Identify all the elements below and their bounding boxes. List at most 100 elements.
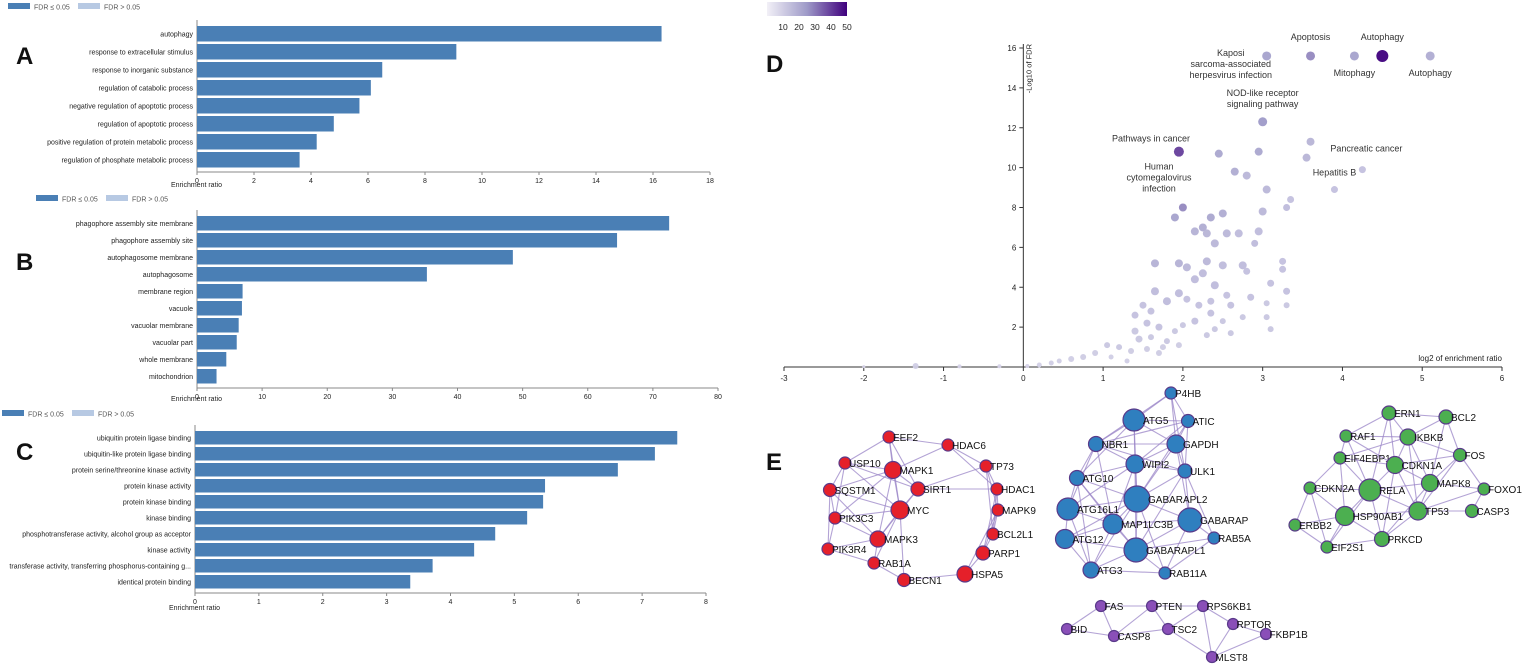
y-axis-label: -Log10 of FDR (1024, 43, 1033, 93)
network-node (1123, 537, 1149, 563)
y-tick-label: 8 (1012, 204, 1017, 213)
network-node-label: HDAC6 (952, 441, 986, 452)
network-node (1177, 463, 1193, 479)
legend-label-nonsig: FDR > 0.05 (104, 5, 140, 12)
network-edge (827, 548, 875, 564)
network-node (1438, 409, 1454, 425)
data-point (1147, 334, 1154, 341)
bar (195, 527, 496, 541)
y-tick-label: 14 (1007, 84, 1016, 93)
x-tick-label: 5 (512, 599, 516, 606)
data-point (1068, 356, 1075, 363)
network-node (1164, 386, 1178, 400)
data-point (1219, 318, 1226, 325)
network-node-label: ATG5 (1143, 416, 1169, 427)
category-label: regulation of phosphate metabolic proces… (61, 157, 193, 164)
network-node-label: MAPK8 (1437, 479, 1471, 490)
data-point (1150, 287, 1159, 296)
network-node (1087, 435, 1105, 453)
data-point (1254, 227, 1263, 236)
network-edge (1184, 420, 1189, 472)
network-node (1056, 497, 1080, 521)
network-edge (947, 444, 998, 490)
category-label: autophagosome (143, 272, 193, 279)
network-node (1399, 428, 1417, 446)
point-annotation: Hepatitis B (1313, 168, 1357, 178)
network-edge (1076, 477, 1092, 571)
network-node-label: HDAC1 (1001, 485, 1035, 496)
network-node (1123, 485, 1151, 513)
network-edge (829, 489, 901, 511)
x-tick-label: 4 (449, 599, 453, 606)
network-node (1177, 507, 1203, 533)
x-tick-label: 10 (478, 178, 486, 185)
x-tick-label: 6 (1500, 374, 1505, 383)
x-tick-label: 12 (535, 178, 543, 185)
y-tick-label: 10 (1007, 164, 1016, 173)
network-node (1320, 540, 1334, 554)
data-point (1163, 338, 1170, 345)
network-edge (1095, 420, 1189, 445)
network-node-label: ATG10 (1083, 474, 1114, 485)
network-node-label: MLST8 (1216, 653, 1249, 664)
network-node (1339, 429, 1353, 443)
data-point (1267, 279, 1275, 287)
category-label: vacuolar membrane (131, 323, 193, 330)
x-tick-label: 6 (366, 178, 370, 185)
category-label: protein kinase binding (123, 499, 191, 506)
x-tick-label: 18 (706, 178, 714, 185)
data-point (1143, 346, 1150, 353)
data-point (1135, 335, 1143, 343)
point-annotation: sarcoma-associated (1190, 59, 1271, 69)
network-node-label: RAB1A (878, 559, 911, 570)
point-annotation: Mitophagy (1334, 68, 1376, 78)
data-point (1283, 302, 1290, 309)
network-node (986, 527, 1000, 541)
data-point (1234, 229, 1243, 238)
point-annotation: cytomegalovirus (1126, 173, 1192, 183)
network-edge (1113, 628, 1169, 637)
network-e: EEF2 HDAC6 USP10 MAPK1 TP73 SQSTM1 SIRT1 HDAC1 M… (821, 386, 1522, 664)
bar-chart-a: FDR ≤ 0.05 FDR > 0.05 autophagy response to… (8, 3, 714, 189)
data-point (1202, 257, 1211, 266)
colorbar-tick-label: 20 (794, 22, 804, 32)
data-point (1198, 269, 1207, 278)
bar (195, 479, 546, 493)
data-point (1190, 275, 1199, 284)
x-tick-label: 7 (640, 599, 644, 606)
x-tick-label: -1 (940, 374, 948, 383)
x-tick-label: 30 (388, 394, 396, 401)
bar (195, 559, 433, 573)
network-node-label: MYC (907, 506, 929, 517)
network-edge (1090, 569, 1166, 574)
legend-swatch-nonsig (106, 195, 128, 201)
data-point (1150, 259, 1159, 268)
volcano-plot-d: 10 20 30 40 50-3 -2 -1 0 1 2 3 4 5 6246810121416log2 … (767, 2, 1505, 383)
network-node-label: IKBKB (1414, 433, 1444, 444)
network-edge (844, 436, 890, 464)
network-node-label: RPTOR (1237, 620, 1272, 631)
network-edge (829, 489, 879, 540)
bar (197, 301, 242, 316)
network-edge (834, 469, 894, 519)
data-point (1191, 317, 1199, 325)
network-edge (1309, 457, 1341, 489)
x-axis-label: Enrichment ratio (171, 396, 222, 403)
category-label: kinase binding (146, 515, 191, 522)
point-annotation: signaling pathway (1227, 99, 1299, 109)
panel-label-c: C (16, 439, 33, 466)
network-node-label: RAF1 (1350, 432, 1376, 443)
colorbar-tick-label: 50 (842, 22, 852, 32)
network-node-label: TP53 (1425, 507, 1449, 518)
category-label: phosphotransferase activity, alcohol gro… (22, 531, 191, 538)
network-node (1452, 447, 1468, 463)
data-point (997, 364, 1002, 369)
data-point (1162, 297, 1171, 306)
category-label: autophagosome membrane (107, 255, 193, 262)
network-edge (1326, 538, 1383, 548)
network-node-label: FAS (1105, 602, 1124, 613)
network-edge (903, 573, 966, 581)
x-tick-label: 1 (257, 599, 261, 606)
bar-chart-b: FDR ≤ 0.05 FDR > 0.05 phagophore assembly … (36, 195, 722, 403)
bar-chart-c: FDR ≤ 0.05 FDR > 0.05 ubiquitin protein li… (2, 410, 708, 612)
